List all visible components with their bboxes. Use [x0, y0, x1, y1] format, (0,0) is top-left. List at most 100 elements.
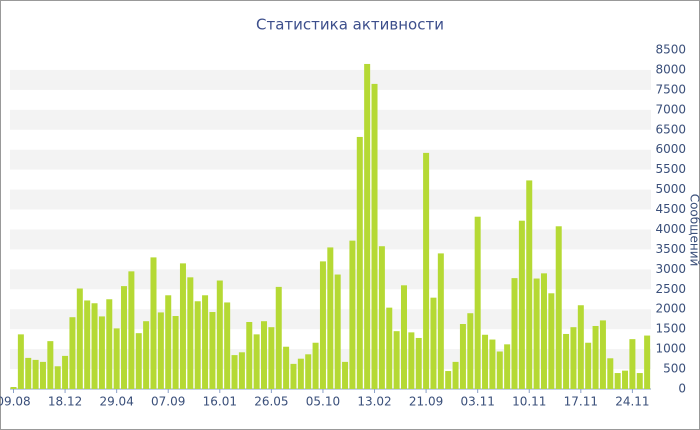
- bar: [238, 352, 245, 389]
- bar: [246, 321, 253, 389]
- bar: [585, 342, 592, 389]
- bar: [39, 361, 46, 389]
- x-tick-label: 05.10: [306, 395, 340, 409]
- bar: [511, 278, 518, 389]
- y-tick-label: 1000: [655, 342, 686, 356]
- bar: [364, 63, 371, 389]
- bar: [327, 247, 334, 389]
- bar: [84, 300, 91, 389]
- bar: [437, 253, 444, 389]
- y-tick-label: 4000: [655, 222, 686, 236]
- bar: [393, 331, 400, 389]
- bar: [268, 327, 275, 389]
- bar: [128, 271, 135, 389]
- y-axis-label: Сообщений: [688, 194, 700, 267]
- bar: [349, 240, 356, 389]
- bar: [592, 325, 599, 389]
- bar: [32, 359, 39, 389]
- x-tick-label: 09.08: [0, 395, 31, 409]
- bar: [489, 339, 496, 389]
- x-tick-label: 26.05: [254, 395, 288, 409]
- x-tick-label: 21.09: [409, 395, 443, 409]
- grid-stripe: [10, 229, 651, 250]
- y-tick-label: 4500: [655, 202, 686, 216]
- bar: [445, 371, 452, 389]
- bar: [496, 351, 503, 389]
- x-tick-label: 10.11: [512, 395, 546, 409]
- x-tick-label: 24.11: [615, 395, 649, 409]
- bar: [143, 321, 150, 389]
- bar: [275, 286, 282, 389]
- bar: [150, 257, 157, 389]
- bar: [452, 361, 459, 389]
- bar: [423, 152, 430, 389]
- bar: [290, 363, 297, 389]
- x-tick-label: 29.04: [99, 395, 133, 409]
- y-tick-label: 2000: [655, 302, 686, 316]
- y-tick-label: 3000: [655, 262, 686, 276]
- y-tick-label: 7500: [655, 82, 686, 96]
- y-tick-label: 5000: [655, 182, 686, 196]
- bar: [76, 288, 83, 389]
- bar: [165, 295, 172, 389]
- grid-stripe: [10, 69, 651, 90]
- bar: [319, 261, 326, 389]
- x-tick-label: 07.09: [151, 395, 185, 409]
- bar: [504, 344, 511, 389]
- chart-title: Статистика активности: [256, 16, 444, 34]
- bar: [636, 373, 643, 389]
- bar: [526, 180, 533, 389]
- bar: [194, 301, 201, 389]
- bar: [408, 332, 415, 389]
- bar: [179, 263, 186, 389]
- bar: [563, 333, 570, 389]
- bar: [98, 316, 105, 389]
- x-tick-label: 03.11: [460, 395, 494, 409]
- y-tick-label: 8500: [655, 43, 686, 57]
- x-tick-label: 18.12: [48, 395, 82, 409]
- bar: [430, 297, 437, 389]
- bar: [25, 357, 32, 389]
- y-tick-label: 6000: [655, 142, 686, 156]
- bar: [216, 280, 223, 389]
- y-tick-label: 3500: [655, 242, 686, 256]
- bar: [533, 278, 540, 389]
- bar: [482, 334, 489, 389]
- grid-stripe: [10, 109, 651, 130]
- grid-stripe: [10, 149, 651, 170]
- bar: [356, 136, 363, 389]
- y-tick-label: 8000: [655, 62, 686, 76]
- bar: [342, 361, 349, 389]
- bar: [209, 312, 216, 389]
- bar: [121, 286, 128, 389]
- bar: [570, 327, 577, 389]
- bar: [187, 277, 194, 389]
- bar: [334, 274, 341, 389]
- bar: [297, 358, 304, 389]
- y-tick-label: 2500: [655, 282, 686, 296]
- bar: [577, 305, 584, 389]
- bar: [644, 335, 651, 389]
- x-tick-label: 16.01: [203, 395, 237, 409]
- bar: [253, 334, 260, 389]
- y-tick-label: 1500: [655, 322, 686, 336]
- bar: [378, 246, 385, 389]
- bar: [467, 313, 474, 389]
- bar: [607, 358, 614, 389]
- bar: [106, 299, 113, 389]
- bar: [54, 366, 61, 389]
- bar: [113, 328, 120, 389]
- bar: [47, 341, 54, 389]
- bar: [622, 370, 629, 389]
- bar: [312, 342, 319, 389]
- bar: [135, 333, 142, 389]
- bar: [386, 307, 393, 389]
- bar: [91, 303, 98, 389]
- bar: [599, 320, 606, 389]
- bar: [62, 355, 69, 389]
- bar: [371, 83, 378, 390]
- bar: [614, 373, 621, 389]
- y-tick-label: 0: [678, 382, 686, 396]
- bar: [474, 216, 481, 389]
